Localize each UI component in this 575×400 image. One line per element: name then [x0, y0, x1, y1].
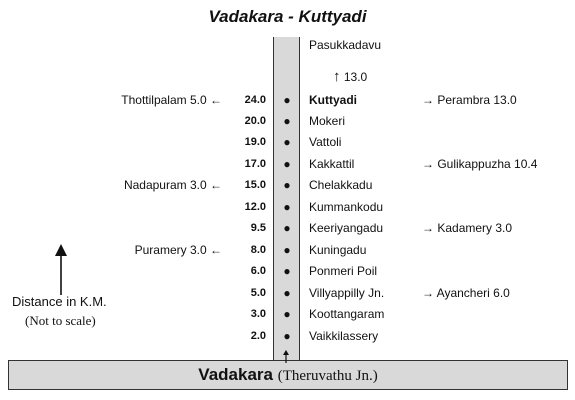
stop-dot-icon: ●: [283, 178, 291, 192]
top-segment: ↑ 13.0: [333, 68, 367, 85]
stop-km: 9.5: [250, 222, 266, 234]
terminus-top: Pasukkadavu: [309, 38, 382, 52]
base-sub: (Theruvathu Jn.): [277, 368, 378, 384]
stop-km: 19.0: [244, 136, 266, 148]
stop-dot-icon: ●: [283, 93, 291, 107]
stop-row: 5.0 ● Villyappilly Jn. → Ayancheri 6.0: [0, 283, 575, 303]
branch-left: Thottilpalam 5.0 ←: [121, 90, 222, 110]
branch-right-label: Gulikappuzha 10.4: [437, 157, 538, 171]
stop-name: Kuttyadi: [309, 93, 357, 107]
stop-row: 19.0 ● Vattoli: [0, 132, 575, 152]
left-arrow-icon: ←: [206, 243, 222, 257]
base-label: Vadakara (Theruvathu Jn.): [8, 365, 568, 385]
stop-km: 17.0: [244, 158, 266, 170]
right-arrow-icon: →: [422, 286, 437, 300]
branch-right: → Kadamery 3.0: [422, 218, 512, 238]
stop-km: 8.0: [250, 244, 266, 256]
stop-km: 2.0: [250, 330, 266, 342]
branch-right-label: Kadamery 3.0: [437, 221, 513, 235]
stop-dot-icon: ●: [283, 200, 291, 214]
stop-row: 24.0 ● Kuttyadi Thottilpalam 5.0 ← → Perambr…: [0, 90, 575, 110]
stop-name: Vattoli: [309, 135, 342, 149]
page-title: Vadakara - Kuttyadi: [208, 7, 367, 26]
stop-dot-icon: ●: [283, 329, 291, 343]
stop-name: Mokeri: [309, 114, 346, 128]
stop-km: 6.0: [250, 265, 266, 277]
stop-row: 2.0 ● Vaikkilassery: [0, 326, 575, 346]
stop-km: 20.0: [244, 115, 266, 127]
stop-name: Keeriyangadu: [309, 221, 384, 235]
stop-dot-icon: ●: [283, 307, 291, 321]
stop-name: Vaikkilassery: [309, 329, 379, 343]
branch-left: Puramery 3.0 ←: [135, 240, 222, 260]
stop-km: 24.0: [244, 94, 266, 106]
stop-dot-icon: ●: [283, 114, 291, 128]
branch-left-label: Nadapuram 3.0: [123, 178, 207, 192]
branch-right: → Ayancheri 6.0: [422, 283, 510, 303]
branch-left: Nadapuram 3.0 ←: [124, 175, 222, 195]
stop-name: Villyappilly Jn.: [309, 286, 385, 300]
stop-row: 6.0 ● Ponmeri Poil: [0, 261, 575, 281]
stop-name: Kummankodu: [309, 200, 384, 214]
stop-km: 3.0: [250, 308, 266, 320]
branch-right-label: Ayancheri 6.0: [436, 286, 510, 300]
stop-dot-icon: ●: [283, 264, 291, 278]
up-arrow-icon: ↑: [333, 68, 341, 85]
road-strip: [273, 37, 300, 362]
stop-name: Chelakkadu: [309, 178, 373, 192]
legend-note: (Not to scale): [25, 313, 96, 328]
stop-dot-icon: ●: [283, 157, 291, 171]
top-segment-km: 13.0: [343, 70, 368, 84]
stop-dot-icon: ●: [283, 135, 291, 149]
right-arrow-icon: →: [422, 221, 438, 235]
stop-row: 20.0 ● Mokeri: [0, 111, 575, 131]
stop-row: 8.0 ● Kuningadu Puramery 3.0 ←: [0, 240, 575, 260]
stop-dot-icon: ●: [283, 243, 291, 257]
legend-label: Distance in K.M.: [12, 294, 107, 309]
stop-dot-icon: ●: [283, 221, 291, 235]
stop-name: Ponmeri Poil: [309, 264, 378, 278]
branch-right-label: Perambra 13.0: [437, 93, 517, 107]
stop-km: 5.0: [250, 287, 266, 299]
up-arrow-icon: [55, 244, 67, 295]
stop-row: 12.0 ● Kummankodu: [0, 197, 575, 217]
base-bar: [8, 360, 568, 390]
stop-row: 9.5 ● Keeriyangadu → Kadamery 3.0: [0, 218, 575, 238]
branch-left-label: Puramery 3.0: [134, 243, 207, 257]
stop-row: 15.0 ● Chelakkadu Nadapuram 3.0 ←: [0, 175, 575, 195]
stop-name: Kuningadu: [309, 243, 367, 257]
stop-name: Koottangaram: [309, 307, 385, 321]
stop-name: Kakkattil: [309, 157, 355, 171]
branch-right: → Perambra 13.0: [422, 90, 517, 110]
stop-km: 15.0: [244, 179, 266, 191]
branch-left-label: Thottilpalam 5.0: [121, 93, 207, 107]
branch-right: → Gulikappuzha 10.4: [422, 154, 537, 174]
stop-row: 17.0 ● Kakkattil → Gulikappuzha 10.4: [0, 154, 575, 174]
stop-row: 3.0 ● Koottangaram: [0, 304, 575, 324]
right-arrow-icon: →: [422, 157, 438, 171]
stop-dot-icon: ●: [283, 286, 291, 300]
up-arrow-icon: [283, 350, 289, 363]
base-name: Vadakara: [198, 365, 273, 384]
stop-km: 12.0: [244, 201, 266, 213]
right-arrow-icon: →: [422, 93, 438, 107]
left-arrow-icon: ←: [206, 178, 222, 192]
left-arrow-icon: ←: [206, 93, 222, 107]
